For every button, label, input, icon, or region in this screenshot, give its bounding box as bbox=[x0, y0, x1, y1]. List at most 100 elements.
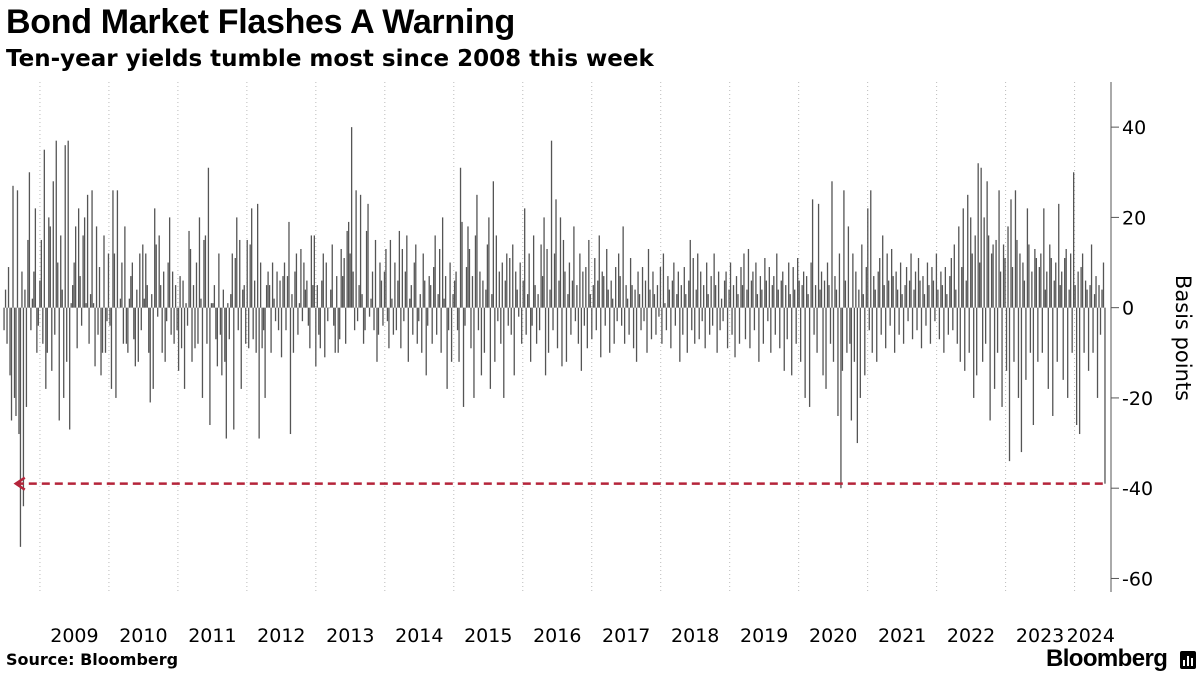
bar bbox=[846, 307, 848, 353]
bar bbox=[779, 307, 781, 349]
bar bbox=[350, 127, 353, 308]
bar bbox=[653, 294, 656, 308]
bar bbox=[646, 307, 648, 353]
y-axis: 40 20 0 -20 -40 -60 bbox=[1110, 82, 1153, 592]
bar bbox=[477, 307, 480, 331]
bar bbox=[450, 307, 453, 362]
bar bbox=[1010, 199, 1012, 308]
bar bbox=[474, 235, 477, 308]
bar bbox=[292, 307, 295, 353]
bar bbox=[706, 262, 708, 308]
bar bbox=[1047, 307, 1049, 389]
bar bbox=[151, 294, 153, 308]
bar bbox=[49, 226, 51, 308]
bar bbox=[361, 294, 363, 308]
bar bbox=[186, 307, 189, 326]
bar bbox=[683, 267, 685, 308]
bar bbox=[825, 307, 827, 389]
bar bbox=[298, 303, 301, 308]
bar bbox=[368, 307, 371, 317]
bar bbox=[441, 217, 444, 308]
bar bbox=[1011, 267, 1014, 308]
bar bbox=[612, 298, 614, 308]
bar bbox=[622, 226, 624, 308]
bar bbox=[638, 294, 641, 308]
bar bbox=[489, 307, 492, 389]
bar bbox=[267, 271, 269, 308]
bar bbox=[192, 285, 195, 308]
bar bbox=[436, 307, 438, 335]
bar bbox=[658, 307, 660, 317]
bar bbox=[604, 307, 606, 326]
bar bbox=[802, 271, 805, 308]
bar bbox=[219, 307, 222, 335]
bar bbox=[811, 199, 814, 308]
bar bbox=[346, 230, 348, 308]
bar bbox=[759, 276, 762, 308]
bar bbox=[746, 289, 748, 308]
x-tick-label: 2021 bbox=[878, 625, 926, 647]
bar bbox=[149, 307, 151, 403]
bar bbox=[550, 140, 553, 308]
source-note: Source: Bloomberg bbox=[6, 650, 179, 669]
bar bbox=[89, 294, 92, 308]
bar bbox=[959, 307, 961, 362]
bar bbox=[695, 289, 697, 308]
bar bbox=[710, 276, 712, 308]
bar bbox=[937, 289, 939, 308]
bar bbox=[163, 271, 165, 308]
bar bbox=[707, 294, 709, 308]
bar bbox=[345, 307, 347, 344]
bar bbox=[394, 262, 396, 308]
bar bbox=[1098, 285, 1100, 308]
bar bbox=[686, 307, 688, 353]
bar bbox=[1053, 280, 1055, 308]
bar bbox=[558, 280, 560, 308]
bar bbox=[12, 185, 14, 308]
bar bbox=[157, 307, 159, 317]
bar bbox=[1083, 307, 1085, 353]
bar bbox=[555, 199, 557, 308]
bar bbox=[895, 271, 897, 308]
bar bbox=[382, 307, 384, 326]
bar bbox=[428, 276, 430, 308]
bar bbox=[352, 271, 354, 308]
bar bbox=[714, 285, 717, 308]
bar bbox=[339, 307, 341, 340]
bar bbox=[828, 285, 830, 308]
bar bbox=[1102, 262, 1105, 308]
bar bbox=[391, 298, 393, 308]
bar bbox=[15, 307, 17, 416]
bar bbox=[744, 307, 747, 340]
bar bbox=[530, 307, 532, 362]
bar bbox=[1020, 307, 1023, 453]
bar bbox=[844, 280, 847, 308]
bar bbox=[116, 190, 119, 308]
bar bbox=[643, 307, 645, 322]
bar bbox=[659, 267, 662, 308]
y-tick-label: 0 bbox=[1122, 298, 1134, 320]
bar bbox=[13, 307, 16, 398]
bar bbox=[295, 253, 298, 308]
bar bbox=[206, 307, 208, 344]
bar bbox=[544, 307, 547, 376]
bar bbox=[1014, 190, 1017, 308]
bar bbox=[434, 235, 436, 308]
bar bbox=[1055, 262, 1057, 308]
bar bbox=[538, 307, 541, 331]
bar bbox=[741, 285, 744, 308]
bar bbox=[6, 307, 8, 344]
bar bbox=[188, 230, 190, 308]
bar bbox=[662, 253, 665, 308]
bar bbox=[1004, 258, 1006, 308]
bar bbox=[626, 298, 629, 308]
bar bbox=[437, 294, 439, 308]
bar bbox=[482, 280, 484, 308]
bar bbox=[716, 307, 718, 353]
bar bbox=[1062, 307, 1064, 380]
bar bbox=[1007, 226, 1009, 308]
bar bbox=[227, 303, 229, 308]
bar bbox=[310, 235, 313, 308]
bar bbox=[413, 262, 415, 308]
bar bbox=[838, 253, 841, 308]
